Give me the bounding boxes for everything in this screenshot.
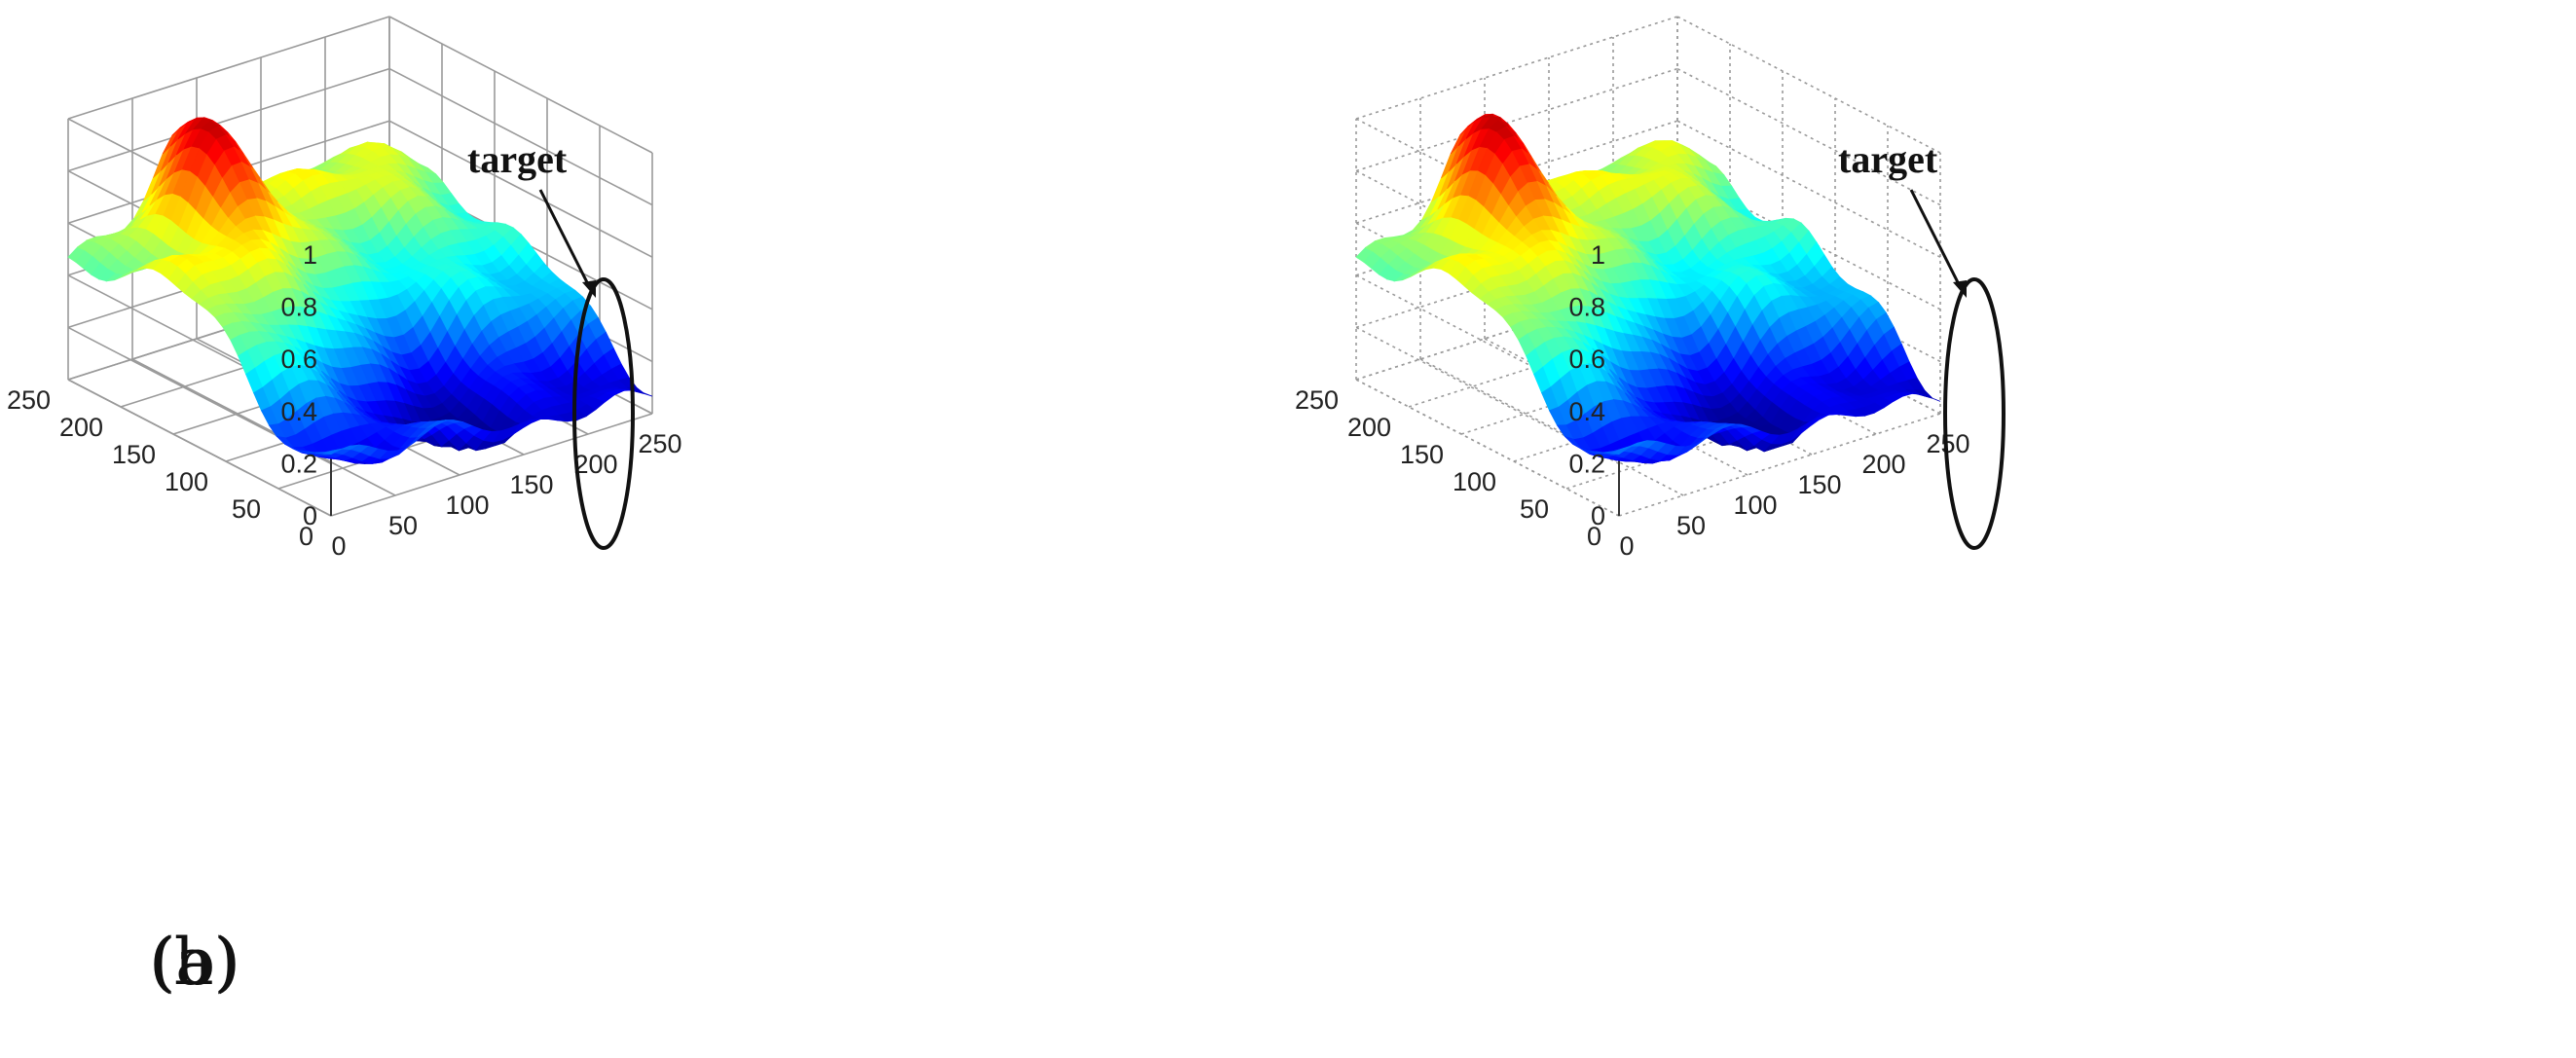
chart-panel-b: 0 0.2 0.4 0.6 0.8 1 0 50 100 150 200 250 0 50 100 150 20… <box>1288 0 2576 1058</box>
right-wall-horizontal-line <box>1676 67 1941 206</box>
surface-a <box>67 117 653 464</box>
z-tick-label: 0.8 <box>280 293 317 322</box>
x-tick-label: 100 <box>1733 491 1777 520</box>
target-annotation-a: target <box>467 137 635 550</box>
back-wall-horizontal-line <box>67 67 390 172</box>
caption-a: (a) <box>150 925 239 1000</box>
back-wall-horizontal-line <box>1355 120 1678 224</box>
z-tick-label: 0.4 <box>280 397 317 426</box>
z-tick-label: 0 <box>303 501 317 530</box>
right-wall-horizontal-line <box>1676 16 1941 154</box>
z-tick-label: 0.6 <box>280 345 317 374</box>
surface-b <box>1355 113 1941 464</box>
y-tick-label: 150 <box>1400 440 1444 469</box>
y-tick-label: 250 <box>1295 385 1339 415</box>
x-tick-label: 50 <box>1676 511 1706 540</box>
y-tick-label: 0 <box>299 522 313 551</box>
target-ellipse <box>1943 277 2006 550</box>
surface-patch <box>635 390 653 397</box>
chart-panel-a: 0 0.2 0.4 0.6 0.8 1 0 50 100 150 200 250 0 50 100 150 20… <box>7 16 682 561</box>
target-arrow <box>538 189 594 293</box>
y-tick-label: 50 <box>1520 494 1549 524</box>
z-tick-label: 0.2 <box>1568 449 1605 478</box>
right-wall-horizontal-line <box>388 16 653 154</box>
tick-labels-a: 0 0.2 0.4 0.6 0.8 1 0 50 100 150 200 250 0 50 100 150 20… <box>7 240 682 561</box>
target-arrowhead <box>582 280 596 298</box>
right-wall-horizontal-line <box>1676 120 1941 258</box>
z-tick-label: 0.8 <box>1568 293 1605 322</box>
floor-grid-y-line <box>330 413 653 517</box>
z-tick-label: 0.2 <box>280 449 317 478</box>
x-tick-label: 0 <box>331 531 346 561</box>
target-label: target <box>1838 137 1938 181</box>
x-tick-label: 150 <box>1797 470 1841 499</box>
x-tick-label: 50 <box>388 511 418 540</box>
floor-grid-x-line <box>1419 358 1684 496</box>
left-wall-horizontal-line <box>67 379 332 517</box>
right-wall-horizontal-line <box>388 120 653 258</box>
surface-plot-b: 0 0.2 0.4 0.6 0.8 1 0 50 100 150 200 250 0 50 100 150 20… <box>1295 16 2006 561</box>
target-ellipse <box>572 277 635 550</box>
z-tick-label: 0 <box>1591 501 1605 530</box>
back-wall-horizontal-line <box>1355 16 1678 120</box>
target-label: target <box>467 137 568 181</box>
z-tick-label: 1 <box>303 240 317 270</box>
z-tick-label: 0.4 <box>1568 397 1605 426</box>
target-annotation-b: target <box>1838 137 2006 550</box>
caption-b: (b) <box>149 925 240 1000</box>
y-tick-label: 100 <box>165 467 208 496</box>
x-tick-label: 200 <box>573 450 617 479</box>
y-tick-label: 0 <box>1587 522 1601 551</box>
x-tick-label: 100 <box>445 491 489 520</box>
y-tick-label: 200 <box>59 413 103 442</box>
z-tick-label: 0.6 <box>1568 345 1605 374</box>
back-wall-horizontal-line <box>67 16 390 120</box>
x-tick-label: 200 <box>1861 450 1905 479</box>
back-wall-horizontal-line <box>1355 67 1678 172</box>
target-arrowhead <box>1953 280 1967 298</box>
tick-labels-b: 0 0.2 0.4 0.6 0.8 1 0 50 100 150 200 250 0 50 100 150 20… <box>1295 240 1970 561</box>
surface-plot-a: 0 0.2 0.4 0.6 0.8 1 0 50 100 150 200 250 0 50 100 150 20… <box>7 16 682 561</box>
y-tick-label: 50 <box>232 494 261 524</box>
y-tick-label: 200 <box>1347 413 1391 442</box>
floor-grid-x-line <box>131 358 396 496</box>
floor-grid-y-line <box>1618 413 1941 517</box>
y-tick-label: 250 <box>7 385 51 415</box>
z-tick-label: 1 <box>1591 240 1605 270</box>
y-tick-label: 100 <box>1453 467 1496 496</box>
left-wall-horizontal-line <box>1355 379 1620 517</box>
x-tick-label: 250 <box>638 429 681 458</box>
right-wall-horizontal-line <box>388 67 653 206</box>
x-tick-label: 150 <box>509 470 553 499</box>
y-tick-label: 150 <box>112 440 156 469</box>
target-arrow <box>1909 189 1965 293</box>
x-tick-label: 0 <box>1619 531 1634 561</box>
surface-patch <box>1923 395 1941 402</box>
